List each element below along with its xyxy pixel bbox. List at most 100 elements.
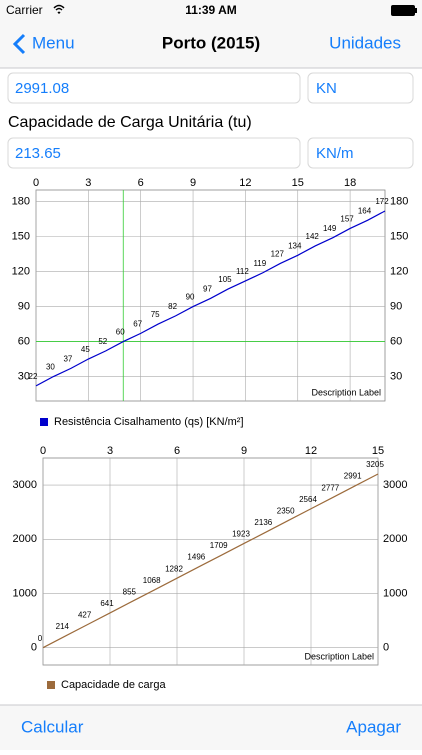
nav-title: Porto (2015) [162,33,260,52]
unit-field[interactable] [307,137,414,169]
data-label: 149 [323,224,337,233]
description-label: Description Label [311,387,381,397]
description-label: Description Label [304,651,374,661]
carrier: Carrier [6,3,43,17]
x-tick-label: 6 [174,445,180,457]
legend-swatch [40,418,48,426]
field-value: 213.65 [15,145,61,162]
data-label: 30 [46,363,55,372]
data-label: 855 [123,587,137,596]
data-label: 60 [116,328,125,337]
data-label: 641 [100,599,114,608]
units-button[interactable]: Unidades [329,33,401,52]
data-label: 90 [186,293,195,302]
y-tick-label: 120 [12,266,30,278]
y-tick-label: 60 [18,335,30,347]
series-line [42,473,379,649]
y-tick-label: 1000 [383,587,407,599]
calculate-button[interactable]: Calcular [21,717,84,736]
data-label: 2991 [344,472,362,481]
data-label: 1496 [187,553,205,562]
data-label: 127 [271,250,285,259]
data-label: 157 [340,215,354,224]
data-label: 1709 [210,541,228,550]
x-tick-label: 18 [344,177,356,189]
x-tick-label: 12 [305,445,317,457]
toolbar [0,705,422,750]
legend-swatch [47,681,55,689]
data-label: 82 [168,302,177,311]
y-tick-label: 120 [390,266,408,278]
field-value: 2991.08 [15,80,69,97]
data-label: 119 [253,259,266,268]
data-label: 1923 [232,530,250,539]
x-tick-label: 0 [40,445,46,457]
y-tick-label: 1000 [13,587,37,599]
x-tick-label: 12 [239,177,251,189]
y-tick-label: 0 [31,642,37,654]
y-tick-label: 180 [12,196,30,208]
data-label: 134 [288,241,302,250]
y-tick-label: 2000 [13,533,37,545]
data-label: 112 [236,267,249,276]
wifi-icon [53,4,65,15]
data-label: 2564 [299,495,317,504]
data-label: 97 [203,285,212,294]
y-tick-label: 90 [390,300,402,312]
y-tick-label: 90 [18,300,30,312]
x-tick-label: 9 [190,177,196,189]
top-bar [0,0,422,68]
data-label: 164 [358,206,372,215]
unit-value: KN/m [316,145,354,162]
data-label: 427 [78,611,92,620]
series-line [35,210,386,387]
data-label: 22 [29,372,38,381]
data-label: 1282 [165,564,183,573]
x-tick-label: 6 [138,177,144,189]
back-button[interactable]: Menu [32,33,75,52]
x-tick-label: 9 [241,445,247,457]
y-tick-label: 60 [390,335,402,347]
y-tick-label: 0 [383,642,389,654]
back-chevron[interactable] [12,33,26,55]
y-tick-label: 150 [12,231,30,243]
data-label: 214 [56,622,70,631]
time: 11:39 AM [185,3,237,17]
x-tick-label: 15 [372,445,384,457]
battery-icon [391,5,415,16]
text-field[interactable] [7,72,301,104]
data-label: 0 [38,634,43,643]
data-label: 52 [98,337,107,346]
data-label: 45 [81,345,90,354]
y-tick-label: 30 [18,370,30,382]
unit-value: KN [316,80,337,97]
y-tick-label: 3000 [383,479,407,491]
x-tick-label: 3 [85,177,91,189]
data-label: 3205 [366,460,384,469]
x-tick-label: 15 [292,177,304,189]
data-label: 67 [133,319,142,328]
data-label: 142 [306,232,320,241]
unit-field[interactable] [307,72,414,104]
data-label: 172 [375,197,389,206]
x-tick-label: 3 [107,445,113,457]
y-tick-label: 180 [390,196,408,208]
data-label: 2350 [277,506,295,515]
y-tick-label: 150 [390,231,408,243]
data-label: 2777 [321,483,339,492]
field-label: Capacidade de Carga Unitária (tu) [8,114,252,131]
y-tick-label: 3000 [13,479,37,491]
clear-button[interactable]: Apagar [346,717,401,736]
battery-tip [415,8,417,13]
text-field[interactable] [7,137,301,169]
data-label: 75 [151,310,160,319]
data-label: 105 [218,275,232,284]
data-label: 37 [63,354,72,363]
y-tick-label: 2000 [383,533,407,545]
y-tick-label: 30 [390,370,402,382]
legend-label: Capacidade de carga [61,679,166,691]
data-label: 2136 [254,518,272,527]
x-tick-label: 0 [33,177,39,189]
